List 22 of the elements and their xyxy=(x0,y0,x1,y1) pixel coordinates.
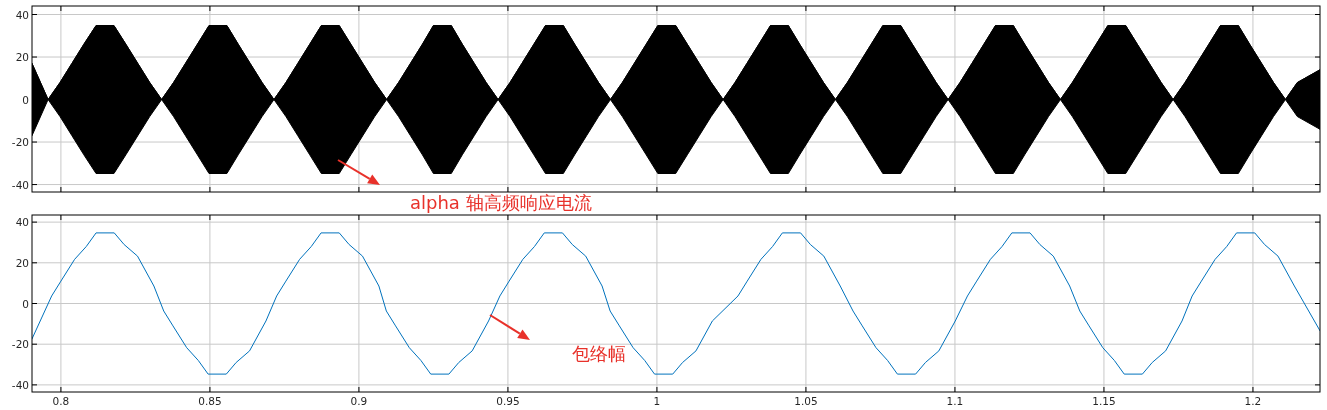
y-tick-label: -40 xyxy=(11,378,29,391)
y-tick-label: 40 xyxy=(15,8,29,21)
y-tick-label: -20 xyxy=(11,136,29,149)
x-tick-label: 1.15 xyxy=(1092,395,1116,407)
annotation: alpha 轴高频响应电流 xyxy=(410,192,592,213)
y-tick-label: -40 xyxy=(11,178,29,191)
y-tick-label: -20 xyxy=(11,338,29,351)
x-tick-label: 0.9 xyxy=(350,395,368,407)
y-tick-label: 20 xyxy=(15,256,29,269)
y-tick-label: 0 xyxy=(22,297,29,310)
y-tick-label: 0 xyxy=(22,93,29,106)
x-tick-label: 1.1 xyxy=(946,395,964,407)
x-tick-label: 0.85 xyxy=(198,395,222,407)
y-tick-label: 20 xyxy=(15,51,29,64)
x-tick-label: 1 xyxy=(653,395,661,407)
line-series xyxy=(32,232,1320,375)
x-tick-label: 1.2 xyxy=(1244,395,1262,407)
x-tick-label: 0.95 xyxy=(496,395,520,407)
annotation: 包络幅 xyxy=(572,343,626,364)
y-tick-label: 40 xyxy=(15,216,29,229)
x-tick-label: 1.05 xyxy=(794,395,818,407)
x-tick-label: 0.8 xyxy=(52,395,70,407)
